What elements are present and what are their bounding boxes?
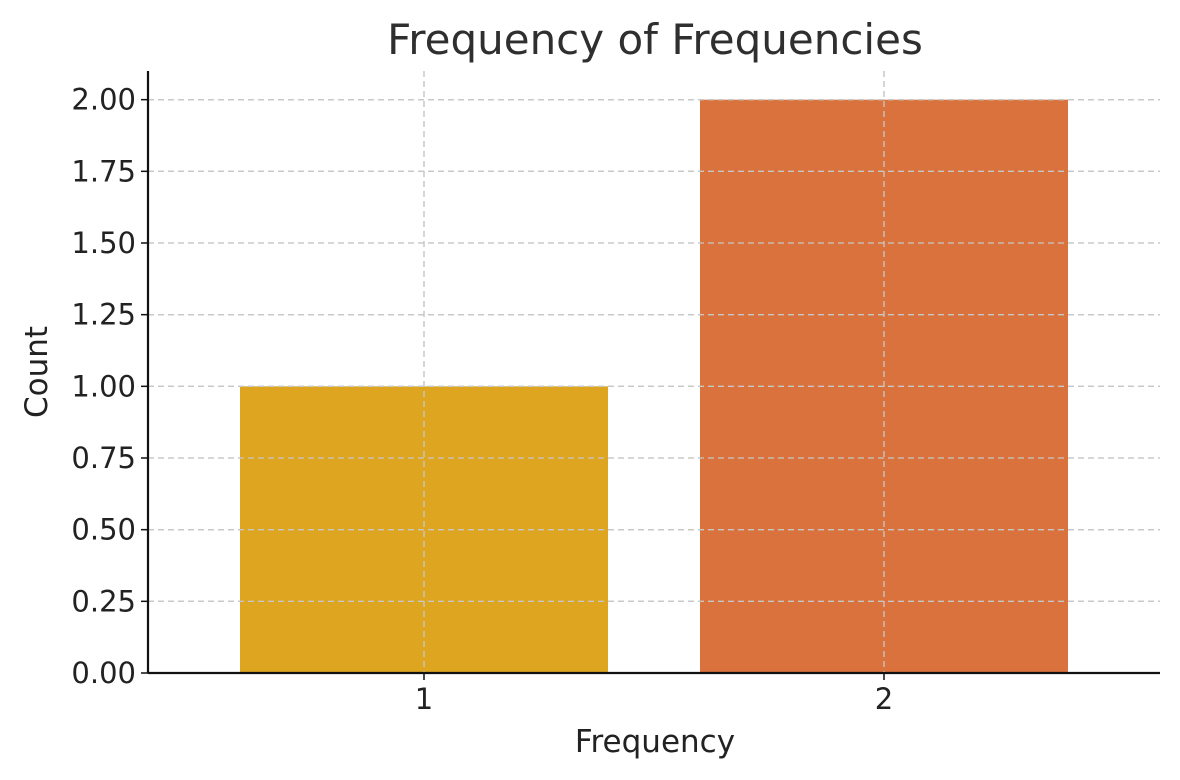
y-tick-label: 0.75 (71, 441, 136, 475)
y-tick-label: 1.75 (71, 154, 136, 188)
y-tick-label: 2.00 (71, 83, 136, 117)
y-tick-label: 0.25 (71, 584, 136, 618)
x-tick-label: 1 (415, 682, 433, 716)
bars (148, 71, 1160, 673)
y-axis-label: Count (19, 326, 55, 418)
y-tick-label: 1.00 (71, 369, 136, 403)
y-tick-label: 1.50 (71, 226, 136, 260)
y-tick-label: 0.50 (71, 513, 136, 547)
x-tick-label: 2 (875, 682, 893, 716)
chart-title: Frequency of Frequencies (387, 15, 923, 64)
y-tick-label: 0.00 (71, 656, 136, 690)
x-axis-label: Frequency (575, 724, 735, 760)
y-tick-label: 1.25 (71, 298, 136, 332)
ticks: 0.00 0.25 0.50 0.75 1.00 1.25 1.50 1.75 2.00 1 2 (71, 83, 893, 716)
